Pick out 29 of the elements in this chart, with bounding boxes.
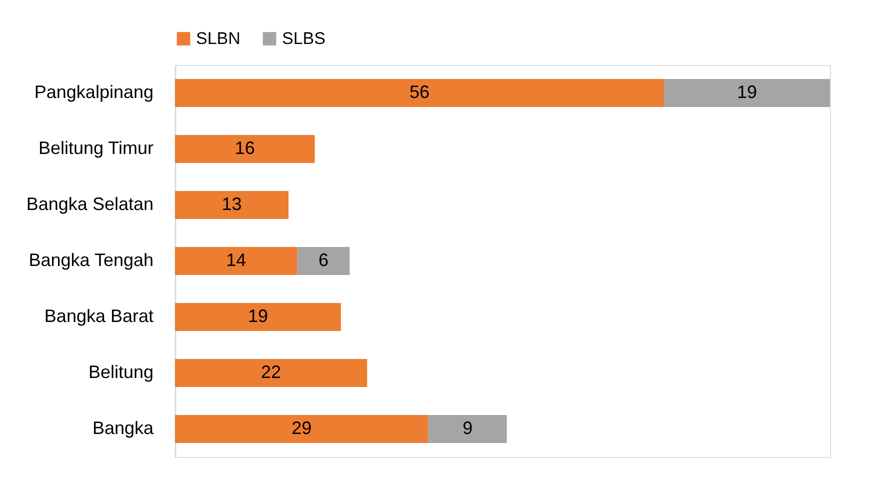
- legend-label: SLBN: [196, 28, 240, 48]
- data-label: 22: [261, 362, 282, 382]
- data-label: 13: [222, 194, 242, 214]
- bar: [175, 79, 664, 107]
- y-tick-label: Pangkalpinang: [34, 82, 154, 102]
- bar: [175, 135, 315, 163]
- data-label: 29: [292, 418, 312, 438]
- y-tick-label: Bangka Tengah: [28, 250, 154, 270]
- bar: [428, 415, 507, 443]
- bar: [175, 191, 289, 219]
- y-tick-label: Bangka Barat: [44, 306, 154, 326]
- data-label: 6: [318, 250, 328, 270]
- y-tick-label: Bangka: [92, 418, 154, 438]
- bar: [175, 415, 428, 443]
- y-tick-label: Bangka Selatan: [26, 194, 154, 214]
- legend-label: SLBS: [282, 28, 326, 48]
- bar: [175, 303, 341, 331]
- bar: [175, 247, 298, 275]
- y-tick-label: Belitung Timur: [38, 138, 154, 158]
- y-tick-label: Belitung: [88, 362, 154, 382]
- bar: [664, 79, 830, 107]
- data-label: 56: [410, 82, 430, 102]
- data-label: 14: [226, 250, 246, 270]
- data-label: 16: [234, 138, 255, 158]
- bar: [175, 359, 368, 387]
- bar: [297, 247, 350, 275]
- data-label: 19: [248, 306, 268, 326]
- data-label: 9: [462, 418, 473, 438]
- data-label: 19: [737, 82, 758, 102]
